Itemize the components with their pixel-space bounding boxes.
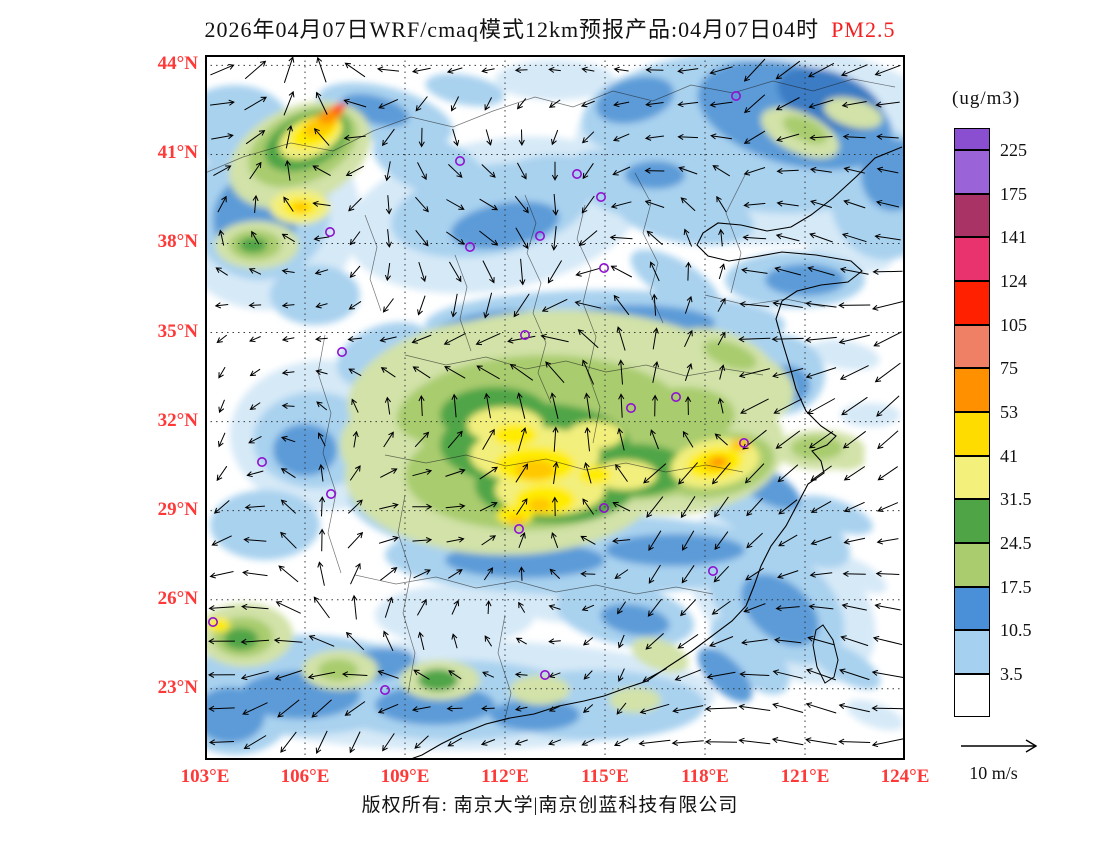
lat-tick-label: 38°N [157,231,198,253]
station-marker [519,329,530,340]
colorbar-cell [954,455,990,500]
station-marker [337,346,348,357]
wind-scale-legend: 10 m/s [936,734,1051,784]
wind-scale-label: 10 m/s [969,763,1018,783]
station-marker [730,90,741,101]
colorbar-cell [954,324,990,369]
lat-tick-label: 32°N [157,409,198,431]
station-markers [208,90,749,695]
lat-tick-label: 35°N [157,320,198,342]
lat-tick-label: 44°N [157,53,198,75]
colorbar-tick-label: 41 [1000,445,1018,466]
lat-tick-label: 26°N [157,587,198,609]
colorbar-tick-label: 105 [1000,314,1027,335]
lon-tick-label: 121°E [780,766,830,787]
station-marker [738,437,749,448]
wind-scale-arrow-icon [961,739,1038,753]
colorbar-tick-label: 3.5 [1000,664,1023,685]
lat-tick-label: 41°N [157,142,198,164]
colorbar-cell [954,237,990,281]
station-marker [513,523,524,534]
station-marker [326,488,337,499]
station-marker [380,684,391,695]
station-marker [670,391,681,402]
station-marker [539,669,550,680]
colorbar-tick-label: 75 [1000,358,1018,379]
station-marker [534,231,545,242]
station-marker [455,156,466,167]
colorbar-cell [954,586,990,631]
colorbar-cell [954,281,990,325]
forecast-map-svg [205,55,905,760]
colorbar-tick-label: 141 [1000,227,1027,248]
colorbar-tick-label: 225 [1000,140,1027,160]
lon-tick-label: 118°E [681,766,729,787]
station-marker [598,502,609,513]
station-marker [598,263,609,274]
map-canvas [205,55,905,760]
colorbar-cell [954,150,990,194]
station-marker [208,616,218,627]
coastline [407,146,903,760]
station-marker [464,242,475,253]
station-marker [325,227,336,238]
station-marker [571,169,582,180]
lon-tick-label: 103°E [180,766,230,787]
colorbar-cell [954,499,990,544]
chart-title: 2026年04月07日WRF/cmaq模式12km预报产品:04月07日04时 P… [0,12,1100,44]
lon-tick-label: 115°E [581,766,629,787]
colorbar-unit: (ug/m3) [952,88,1021,109]
lon-tick-label: 109°E [380,766,430,787]
colorbar-cell [954,193,990,238]
colorbar-cell [954,368,990,412]
colorbar-tick-label: 24.5 [1000,533,1032,554]
colorbar-cell [954,630,990,675]
station-marker [256,456,267,467]
colorbar-cell [954,674,990,717]
colorbar-tick-label: 31.5 [1000,489,1032,510]
colorbar-cell [954,543,990,587]
colorbar-tick-label: 17.5 [1000,576,1032,597]
colorbar-tick-label: 175 [1000,183,1027,204]
station-marker [707,565,718,576]
species-label: PM2.5 [831,17,896,42]
lon-tick-label: 106°E [280,766,330,787]
colorbar-cell [954,412,990,456]
station-marker [595,192,606,203]
colorbar-cell [954,128,990,150]
colorbar-tick-label: 53 [1000,402,1018,423]
colorbar: (ug/m3) 225 175 141 124 105 75 53 41 31.5 24.5 17.… [950,88,1098,728]
wind-arrows [207,56,904,755]
chart-title-text: 2026年04月07日WRF/cmaq模式12km预报产品:04月07日04时 [204,17,820,42]
station-marker [625,402,636,413]
colorbar-tick-label: 10.5 [1000,620,1032,641]
lon-tick-label: 112°E [481,766,529,787]
lat-tick-label: 23°N [157,676,198,698]
copyright-footer: 版权所有: 南京大学|南京创蓝科技有限公司 [361,795,739,816]
island-outline [812,624,839,684]
colorbar-tick-label: 124 [1000,271,1027,291]
lat-tick-label: 29°N [157,498,198,520]
colorbar-cells: 225 175 141 124 105 75 53 41 31.5 24.5 17.5 10.5 3.5 [954,128,1032,718]
